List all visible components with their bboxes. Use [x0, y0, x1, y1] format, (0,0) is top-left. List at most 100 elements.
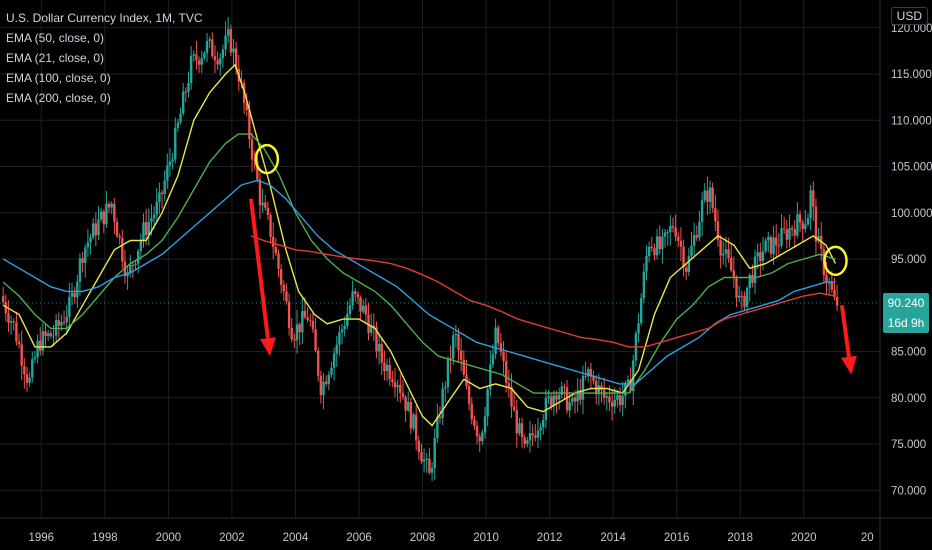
y-tick-label: 70.000: [891, 485, 926, 497]
x-tick-label: 1996: [29, 532, 55, 544]
candle-body: [494, 327, 497, 355]
candle-body: [113, 203, 116, 222]
indicator-ema-50[interactable]: EMA (50, close, 0): [6, 31, 105, 45]
candle-body: [356, 294, 360, 298]
candle-body: [700, 200, 704, 222]
candle-body: [70, 292, 74, 297]
candle-body: [189, 55, 193, 84]
candle-body: [478, 436, 481, 442]
candle-body: [272, 236, 275, 247]
ema-line-500: [2, 133, 836, 394]
candle-body: [666, 232, 669, 234]
candle-body: [76, 281, 79, 298]
candle-body: [576, 390, 579, 402]
candle-body: [319, 375, 323, 396]
candle-body: [409, 401, 413, 429]
candle-body: [192, 54, 195, 56]
candle-body: [518, 423, 521, 434]
chart-title[interactable]: U.S. Dollar Currency Index, 1M, TVC: [6, 11, 203, 25]
candle-body: [504, 361, 508, 384]
candle-body: [719, 240, 722, 256]
candle-body: [269, 214, 272, 237]
candle-body: [475, 426, 479, 437]
candle-body: [129, 264, 132, 273]
candle-body: [354, 291, 357, 295]
candle-body: [261, 202, 264, 206]
candle-body: [388, 364, 391, 380]
x-tick-label: 2012: [537, 532, 563, 544]
candle-body: [396, 384, 399, 388]
candle-body: [200, 57, 203, 65]
candle-body: [216, 60, 219, 65]
candle-body: [605, 396, 608, 398]
candle-body: [459, 350, 463, 360]
indicator-ema-200[interactable]: EMA (200, close, 0): [6, 91, 111, 105]
candle-body: [147, 222, 150, 236]
annotation-arrow-shaft: [248, 198, 270, 339]
candle-body: [788, 227, 791, 240]
candle-body: [674, 227, 677, 237]
candle-body: [375, 327, 378, 352]
indicator-ema-100[interactable]: EMA (100, close, 0): [6, 71, 111, 85]
candle-body: [552, 395, 556, 407]
candle-body: [510, 386, 513, 407]
x-tick-label: 2016: [664, 532, 690, 544]
candle-body: [166, 165, 169, 181]
candle-body: [322, 381, 325, 396]
candle-body: [782, 228, 786, 230]
candle-body: [266, 207, 270, 215]
candle-body: [512, 406, 516, 411]
candle-body: [152, 214, 156, 219]
candle-body: [197, 60, 201, 65]
candle-body: [256, 161, 259, 180]
indicator-ema-21[interactable]: EMA (21, close, 0): [6, 51, 105, 65]
candle-body: [775, 237, 778, 246]
annotation-circle: [823, 245, 848, 277]
candle-body: [428, 458, 431, 473]
candle-body: [414, 414, 418, 441]
candle-body: [60, 322, 63, 326]
candle-body: [340, 329, 344, 333]
candle-body: [748, 274, 751, 289]
candle-body: [446, 358, 450, 388]
ema-line-200: [250, 235, 836, 348]
candle-body: [444, 387, 447, 389]
candle-body: [523, 437, 526, 444]
candle-body: [650, 246, 653, 249]
last-price-tag: [883, 293, 929, 334]
candle-body: [250, 139, 254, 160]
candle-body: [287, 301, 291, 328]
candle-body: [417, 440, 421, 452]
candle-body: [12, 321, 15, 323]
candle-body: [531, 433, 534, 436]
candle-body: [534, 435, 537, 438]
candle-body: [716, 221, 720, 241]
candle-body: [285, 291, 288, 302]
candle-body: [372, 325, 376, 328]
candle-body: [134, 263, 137, 266]
candle-body: [62, 322, 66, 324]
candle-body: [274, 246, 278, 254]
annotation-layer: [248, 143, 857, 375]
candle-body: [632, 360, 635, 392]
candle-body: [637, 323, 640, 334]
y-tick-label: 85.000: [891, 347, 926, 359]
candle-body: [547, 396, 550, 399]
candle-body: [279, 269, 283, 285]
candle-body: [227, 29, 230, 36]
annotation-circle: [254, 143, 280, 175]
currency-selector[interactable]: USD: [890, 7, 928, 25]
candle-body: [248, 110, 251, 140]
candle-body: [115, 221, 119, 237]
candle-body: [393, 382, 397, 388]
x-tick-label: 2002: [219, 532, 245, 544]
candle-body: [600, 385, 603, 390]
candle-body: [57, 320, 60, 326]
candle-body: [830, 282, 834, 290]
candle-body: [412, 414, 415, 429]
candle-body: [827, 282, 831, 284]
candle-body: [706, 190, 709, 202]
candle-body: [420, 451, 423, 462]
candle-body: [544, 398, 548, 421]
